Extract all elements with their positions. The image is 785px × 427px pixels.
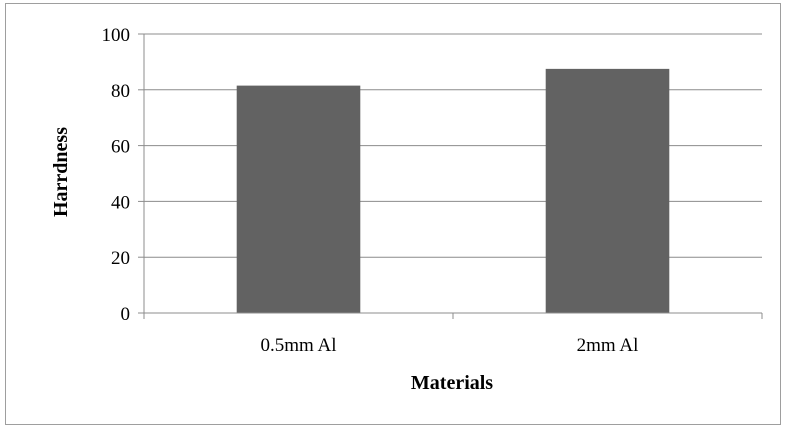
y-tick-label: 60: [111, 137, 130, 158]
y-tick-label: 0: [121, 304, 131, 325]
bars: [236, 68, 670, 314]
y-tick-label: 40: [111, 192, 130, 213]
y-tick-label: 100: [102, 25, 131, 46]
y-tick-label: 80: [111, 81, 130, 102]
bar-2: [545, 68, 670, 313]
y-tick-labels: 0 20 40 60 80 100: [102, 25, 131, 325]
y-tick-label: 20: [111, 248, 130, 269]
x-axis-title: Materials: [411, 372, 493, 394]
y-axis-title: Harrdness: [50, 127, 72, 217]
bar-1: [236, 85, 361, 314]
x-tick-label: 2mm Al: [577, 335, 639, 356]
axes: [143, 34, 763, 319]
x-tick-label: 0.5mm Al: [260, 335, 336, 356]
x-tick-labels: 0.5mm Al 2mm Al: [260, 335, 638, 356]
